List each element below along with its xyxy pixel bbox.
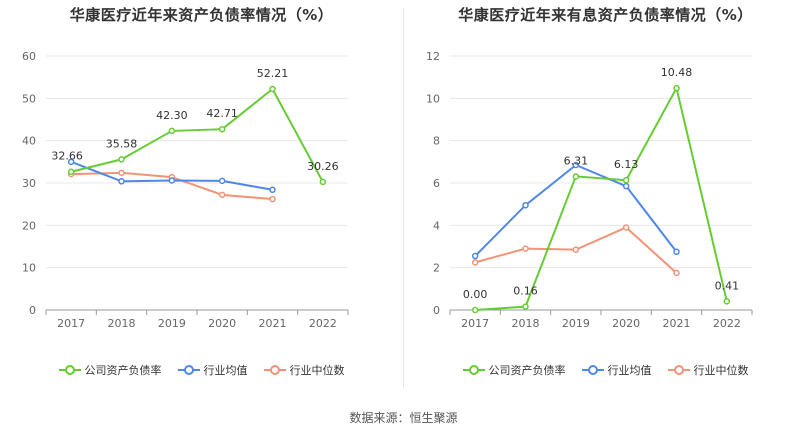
y-tick-label: 30 <box>22 177 36 190</box>
debt-ratio-chart: 0 10 20 30 40 50 60 2017 2018 2019 2020 2021 2022 32.… <box>22 50 349 330</box>
data-point-industry-avg <box>522 201 529 209</box>
y-tick-label: 20 <box>22 219 36 232</box>
y-tick-label: 6 <box>433 177 440 190</box>
data-point-company <box>319 178 327 186</box>
legend-line-icon <box>58 365 81 375</box>
legend-item-industry-avg[interactable]: 行业均值 <box>581 362 652 378</box>
data-point-industry-avg <box>673 248 680 256</box>
y-tick-label: 60 <box>22 50 36 63</box>
legend-line-icon <box>177 365 200 375</box>
legend-item-industry-median[interactable]: 行业中位数 <box>667 362 749 378</box>
data-label: 0.16 <box>513 285 538 298</box>
data-label: 30.26 <box>307 160 339 173</box>
legend-label: 公司资产负债率 <box>84 364 162 377</box>
data-point-industry-avg <box>622 182 630 190</box>
legend-line-icon <box>667 365 690 375</box>
data-point-company <box>522 303 529 310</box>
chart-legend: 公司资产负债率 行业均值 行业中位数 <box>404 362 807 378</box>
y-tick-label: 50 <box>22 92 36 105</box>
data-point-company <box>168 127 176 135</box>
data-label: 42.30 <box>156 109 188 122</box>
legend-label: 行业均值 <box>203 364 248 377</box>
legend-item-industry-median[interactable]: 行业中位数 <box>263 362 345 378</box>
x-tick-label: 2017 <box>57 317 85 330</box>
y-tick-label: 0 <box>29 304 36 317</box>
y-tick-label: 2 <box>433 262 440 275</box>
panel-divider <box>403 8 404 388</box>
data-label: 42.71 <box>206 107 238 120</box>
legend-item-industry-avg[interactable]: 行业均值 <box>177 362 248 378</box>
data-point-industry-avg <box>471 252 479 260</box>
chart-panel-left: 华康医疗近年来资产负债率情况（%） 0 10 20 30 40 50 60 2017 2018 2… <box>0 0 403 395</box>
y-tick-label: 10 <box>22 262 36 275</box>
x-tick-label: 2018 <box>108 317 136 330</box>
data-point-industry-avg <box>218 177 226 185</box>
x-tick-label: 2019 <box>158 317 186 330</box>
x-tick-label: 2018 <box>512 317 540 330</box>
legend-line-icon <box>581 365 604 375</box>
data-label: 52.21 <box>257 67 289 80</box>
data-label: 6.31 <box>564 154 589 167</box>
chart-legend: 公司资产负债率 行业均值 行业中位数 <box>0 362 403 378</box>
data-label: 6.13 <box>614 158 639 171</box>
data-point-industry-avg <box>168 177 176 184</box>
data-point-company <box>673 84 680 92</box>
data-label: 0.41 <box>715 279 740 292</box>
legend-item-company[interactable]: 公司资产负债率 <box>58 362 162 378</box>
data-source-label: 数据来源：恒生聚源 <box>349 411 458 425</box>
data-point-industry-avg <box>572 161 580 169</box>
data-point-industry-avg <box>67 158 75 166</box>
chart-title: 华康医疗近年来资产负债率情况（%） <box>69 6 334 24</box>
x-tick-label: 2022 <box>309 317 337 330</box>
data-point-company <box>269 85 276 93</box>
data-point-industry-median <box>218 191 226 199</box>
x-tick-label: 2017 <box>461 317 489 330</box>
x-tick-label: 2020 <box>612 317 640 330</box>
x-tick-label: 2021 <box>259 317 287 330</box>
y-tick-label: 10 <box>426 92 440 105</box>
y-tick-label: 8 <box>433 135 440 148</box>
data-point-industry-median <box>622 224 630 231</box>
data-point-industry-avg <box>269 186 276 194</box>
data-point-industry-median <box>673 269 680 277</box>
series-line-company <box>475 85 728 311</box>
data-label: 0.00 <box>463 288 488 301</box>
legend-label: 行业中位数 <box>289 364 345 377</box>
y-tick-label: 4 <box>433 219 440 232</box>
legend-item-company[interactable]: 公司资产负债率 <box>462 362 566 378</box>
data-point-industry-median <box>522 245 529 252</box>
data-point-industry-median <box>118 169 125 177</box>
data-label: 10.48 <box>661 66 693 79</box>
data-point-industry-median <box>471 259 479 266</box>
legend-label: 行业均值 <box>607 364 652 377</box>
y-tick-label: 40 <box>22 135 36 148</box>
legend-label: 行业中位数 <box>693 364 749 377</box>
data-point-industry-median <box>269 195 276 203</box>
data-point-company <box>118 156 125 163</box>
chart-panel-right: 华康医疗近年来有息资产负债率情况（%） 0 2 4 6 8 10 12 2017 2018 201… <box>404 0 807 395</box>
y-tick-label: 12 <box>426 50 440 63</box>
chart-title: 华康医疗近年来有息资产负债率情况（%） <box>458 6 753 24</box>
legend-label: 公司资产负债率 <box>488 364 566 377</box>
data-point-company <box>67 168 75 175</box>
data-point-company <box>723 298 731 305</box>
data-point-company <box>622 176 630 184</box>
x-tick-label: 2020 <box>208 317 236 330</box>
x-tick-label: 2019 <box>562 317 590 330</box>
y-tick-label: 0 <box>433 304 440 317</box>
data-label: 32.66 <box>51 150 83 163</box>
interest-debt-ratio-chart: 0 2 4 6 8 10 12 2017 2018 2019 2020 2021 2022 0.00 0.1… <box>426 50 753 330</box>
data-point-industry-median <box>572 246 580 253</box>
legend-line-icon <box>263 365 286 375</box>
data-point-company <box>218 125 226 133</box>
data-label: 35.58 <box>106 137 138 150</box>
data-point-company <box>572 173 580 180</box>
x-tick-label: 2022 <box>713 317 741 330</box>
data-point-company <box>471 306 479 314</box>
legend-line-icon <box>462 365 485 375</box>
series-line-company <box>70 87 324 183</box>
x-tick-label: 2021 <box>663 317 691 330</box>
data-point-industry-avg <box>118 178 125 185</box>
